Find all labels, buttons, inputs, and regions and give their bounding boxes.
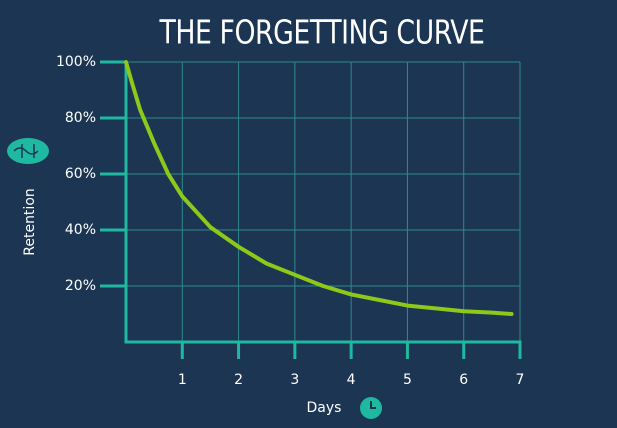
clock-icon [360,397,382,419]
chart-title: THE FORGETTING CURVE [159,13,485,52]
y-axis-label: Retention [22,188,38,256]
x-tick-label: 7 [516,372,525,388]
x-tick-label: 4 [347,372,356,388]
x-axis-label: Days [307,400,342,416]
y-tick-label: 40% [65,222,96,238]
y-tick-label: 60% [65,166,96,182]
x-tick-label: 5 [403,372,412,388]
brain-icon [7,138,49,164]
y-tick-label: 80% [65,110,96,126]
x-tick-label: 3 [290,372,299,388]
x-tick-label: 2 [234,372,243,388]
x-tick-label: 6 [459,372,468,388]
x-tick-label: 1 [178,372,187,388]
line [124,60,514,316]
y-tick-label: 20% [65,278,96,294]
y-tick-label: 100% [56,54,96,70]
